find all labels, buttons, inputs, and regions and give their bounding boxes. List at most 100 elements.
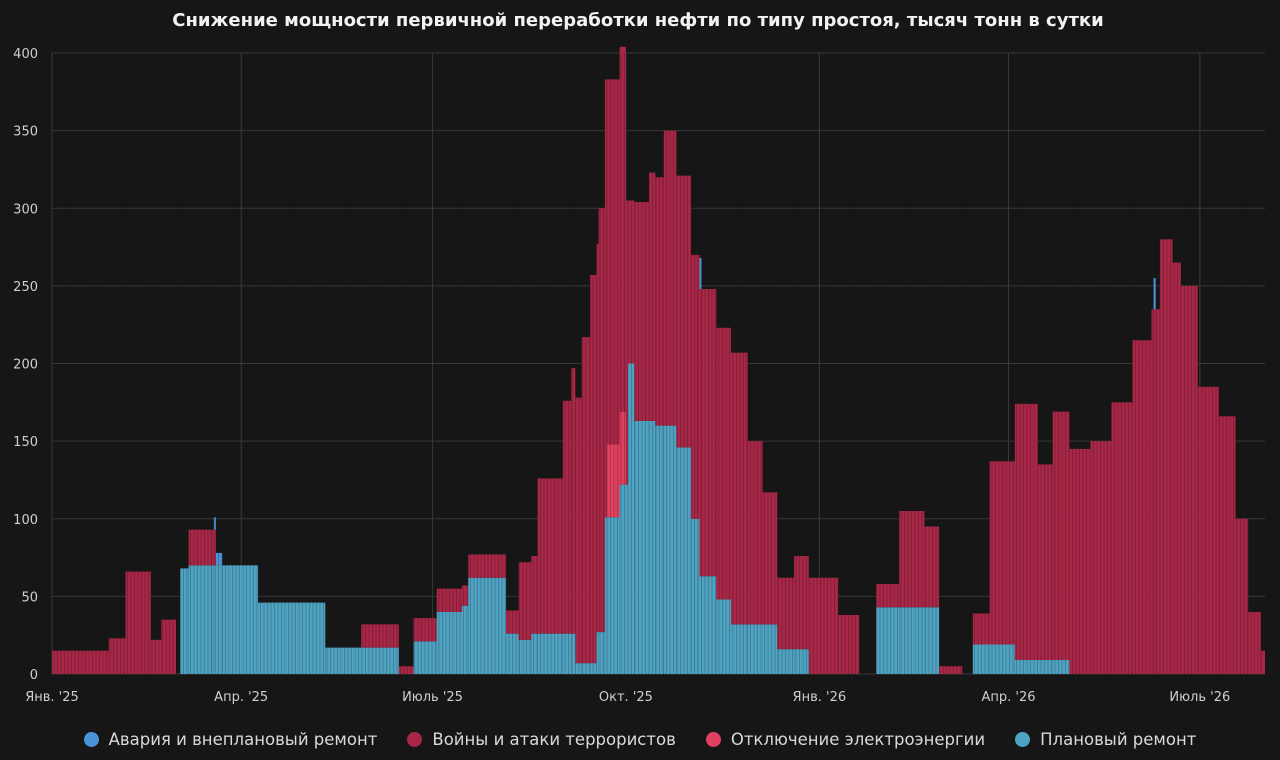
legend-item-war-attacks[interactable]: Войны и атаки террористов <box>407 730 676 749</box>
bar-segment <box>649 172 656 421</box>
bar-segment <box>619 411 626 485</box>
bar-segment <box>1260 650 1265 674</box>
bar-segment <box>518 639 532 674</box>
bar-segment <box>838 615 860 674</box>
bar-segment <box>699 257 702 289</box>
bar-segment <box>571 368 576 634</box>
bar-segment <box>211 565 214 674</box>
bar-segment <box>747 441 763 625</box>
bar-segment <box>1153 278 1156 310</box>
bar-segment <box>468 577 507 674</box>
x-tick-label: Окт. '25 <box>599 690 653 705</box>
bar-segment <box>697 254 700 519</box>
bar-segment <box>1197 386 1219 674</box>
bar-segment <box>899 510 925 608</box>
bar-segment <box>777 577 795 650</box>
bar-segment <box>188 529 212 566</box>
bar-segment <box>222 565 259 674</box>
bar-segment <box>413 618 437 642</box>
bar-segment <box>606 79 620 445</box>
bar-segment <box>628 200 635 364</box>
y-tick-label: 50 <box>21 590 38 605</box>
bar-segment <box>1235 518 1249 674</box>
bar-segment <box>762 624 778 674</box>
bar-segment <box>1052 411 1070 661</box>
bar-segment <box>575 397 582 664</box>
bar-segment <box>1151 309 1154 674</box>
bar-segment <box>1037 464 1053 661</box>
bar-segment <box>590 275 597 664</box>
bar-segment <box>215 565 223 674</box>
bar-segment <box>634 202 650 421</box>
bar-segment <box>619 484 626 674</box>
bar-segment <box>258 602 326 674</box>
bar-segment <box>180 568 189 674</box>
bar-segment <box>398 666 414 674</box>
bar-segment <box>777 649 795 674</box>
chart-title: Снижение мощности первичной переработки … <box>172 10 1104 31</box>
bar-segment <box>575 663 582 674</box>
bar-segment <box>676 175 692 448</box>
y-tick-label: 150 <box>13 435 38 450</box>
x-tick-label: Апр. '26 <box>982 690 1036 705</box>
bar-segment <box>697 518 700 674</box>
bar-segment <box>213 565 216 674</box>
bar-segment <box>213 529 216 566</box>
legend-dot-icon <box>705 731 721 747</box>
bar-segment <box>537 633 563 674</box>
legend-dot-icon <box>407 731 423 747</box>
bar-segment <box>598 632 605 674</box>
bar-segment <box>325 647 362 674</box>
bar-segment <box>461 605 469 674</box>
bar-segment <box>581 663 591 674</box>
bar-segment <box>531 633 538 674</box>
bar-segment <box>606 444 620 518</box>
bar-segment <box>649 420 656 674</box>
bar-segment <box>989 644 1015 674</box>
y-tick-label: 250 <box>13 280 38 295</box>
bar-segment <box>590 663 597 674</box>
bar-segment <box>663 425 677 674</box>
legend-dot-icon <box>1015 731 1031 747</box>
bar-segment <box>972 644 990 674</box>
bar-segment <box>1248 611 1261 674</box>
legend-dot-icon <box>83 731 99 747</box>
bar-segment <box>731 624 748 674</box>
legend-item-accident[interactable]: Авария и внеплановый ремонт <box>83 729 378 749</box>
bar-segment <box>663 130 677 426</box>
bar-segment <box>52 650 109 674</box>
y-tick-label: 200 <box>13 358 38 373</box>
bar-segment <box>731 352 748 625</box>
bar-segment <box>924 526 940 608</box>
bar-segment <box>699 576 702 674</box>
bar-segment <box>598 208 605 633</box>
bar-segment <box>1180 285 1198 674</box>
bar-segment <box>604 517 607 674</box>
bar-segment <box>506 633 519 674</box>
bar-segment <box>899 607 925 674</box>
bar-segment <box>794 649 809 674</box>
bar-segment <box>150 639 162 674</box>
bar-segment <box>1090 441 1112 674</box>
y-tick-label: 350 <box>13 125 38 140</box>
bar-segment <box>1172 262 1181 674</box>
bar-segment <box>655 177 664 426</box>
legend-label: Авария и внеплановый ремонт <box>108 729 378 749</box>
bar-segment <box>108 638 126 674</box>
bar-segment <box>625 200 629 485</box>
legend-item-power-outage[interactable]: Отключение электроэнергии <box>705 730 985 749</box>
bar-segment <box>924 607 940 674</box>
bar-segment <box>604 79 607 518</box>
bar-segment <box>1014 403 1038 661</box>
bar-segment <box>1111 402 1133 674</box>
bar-segment <box>1014 660 1038 674</box>
bar-segment <box>518 562 532 640</box>
bar-segment <box>468 554 507 578</box>
bar-segment <box>808 577 839 674</box>
x-tick-label: Янв. '26 <box>793 690 847 705</box>
bar-segment <box>1069 448 1091 674</box>
bar-segment <box>1037 660 1053 674</box>
legend-item-planned-repair[interactable]: Плановый ремонт <box>1015 730 1196 749</box>
